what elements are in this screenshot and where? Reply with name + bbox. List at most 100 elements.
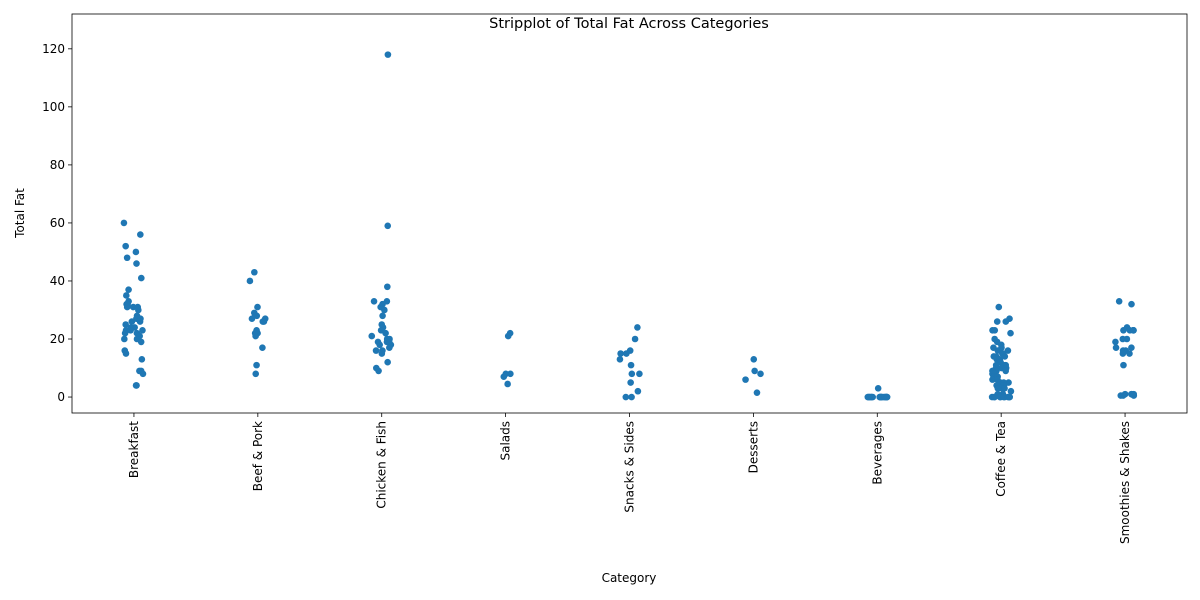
point bbox=[1115, 297, 1123, 305]
point bbox=[135, 306, 142, 314]
point bbox=[622, 393, 630, 401]
point bbox=[132, 382, 140, 389]
point bbox=[137, 274, 145, 282]
point bbox=[370, 297, 378, 305]
point bbox=[617, 350, 624, 357]
point bbox=[251, 268, 258, 276]
point bbox=[122, 321, 129, 328]
point bbox=[1119, 350, 1127, 357]
point bbox=[381, 306, 388, 314]
point bbox=[628, 370, 636, 378]
point bbox=[989, 376, 996, 383]
y-tick-label: 120 bbox=[42, 42, 65, 56]
point bbox=[248, 315, 256, 322]
x-tick-label: Snacks & Sides bbox=[623, 421, 637, 513]
point bbox=[384, 358, 391, 366]
point bbox=[376, 341, 383, 349]
point bbox=[252, 332, 259, 340]
point bbox=[139, 370, 147, 378]
x-tick-label: Desserts bbox=[746, 421, 760, 473]
point bbox=[1112, 344, 1120, 352]
x-tick-label: Smoothies & Shakes bbox=[1118, 421, 1132, 544]
point bbox=[253, 361, 260, 369]
point bbox=[252, 370, 260, 378]
point bbox=[868, 393, 875, 401]
point bbox=[137, 231, 144, 238]
x-tick-label: Chicken & Fish bbox=[375, 421, 389, 509]
point bbox=[1119, 392, 1127, 399]
point bbox=[1001, 353, 1009, 360]
point bbox=[1128, 344, 1135, 352]
point bbox=[1005, 393, 1013, 401]
point bbox=[634, 324, 641, 331]
point bbox=[1130, 326, 1137, 334]
point bbox=[378, 350, 386, 357]
point bbox=[742, 376, 749, 383]
x-axis-title: Category bbox=[602, 571, 657, 585]
point bbox=[132, 248, 140, 256]
y-tick-label: 80 bbox=[50, 158, 65, 172]
point bbox=[1120, 326, 1127, 334]
x-tick-label: Coffee & Tea bbox=[994, 421, 1008, 497]
point bbox=[259, 344, 266, 352]
point bbox=[384, 222, 392, 230]
y-axis-title: Total Fat bbox=[13, 188, 27, 239]
point bbox=[384, 51, 392, 58]
point bbox=[627, 379, 634, 386]
point bbox=[874, 385, 882, 392]
point bbox=[883, 393, 891, 401]
point bbox=[627, 361, 635, 369]
point bbox=[1007, 329, 1014, 337]
point bbox=[384, 283, 391, 291]
point bbox=[751, 367, 758, 375]
point bbox=[500, 373, 508, 381]
point bbox=[120, 219, 128, 227]
y-tick-label: 40 bbox=[50, 274, 65, 288]
point bbox=[993, 318, 1001, 325]
point bbox=[125, 286, 132, 293]
y-tick-label: 100 bbox=[42, 100, 65, 114]
point bbox=[753, 389, 761, 396]
point bbox=[386, 344, 393, 352]
point bbox=[1002, 318, 1010, 325]
point bbox=[991, 326, 999, 334]
point bbox=[504, 332, 512, 340]
point bbox=[1126, 350, 1133, 357]
point bbox=[1001, 385, 1008, 392]
point bbox=[133, 260, 140, 267]
point bbox=[636, 370, 643, 378]
point bbox=[123, 292, 130, 299]
point bbox=[1119, 335, 1127, 343]
y-tick-label: 0 bbox=[57, 390, 65, 404]
point bbox=[138, 356, 146, 363]
point bbox=[1130, 392, 1138, 399]
x-tick-label: Salads bbox=[499, 421, 513, 461]
point bbox=[122, 242, 129, 250]
point bbox=[128, 318, 136, 325]
point bbox=[127, 326, 134, 334]
x-tick-label: Breakfast bbox=[127, 421, 141, 478]
point bbox=[1120, 361, 1127, 369]
point bbox=[123, 303, 131, 311]
point bbox=[121, 329, 129, 337]
point bbox=[991, 393, 998, 401]
point bbox=[757, 370, 764, 378]
x-tick-label: Beverages bbox=[870, 421, 884, 485]
point bbox=[259, 318, 267, 325]
point bbox=[507, 370, 514, 378]
x-tick-label: Beef & Pork bbox=[251, 421, 265, 491]
point bbox=[375, 367, 382, 375]
point bbox=[246, 277, 254, 285]
point bbox=[136, 318, 144, 325]
point bbox=[628, 393, 635, 401]
point bbox=[139, 326, 146, 334]
point bbox=[121, 335, 128, 343]
point bbox=[382, 329, 389, 337]
point bbox=[254, 303, 261, 311]
point bbox=[1002, 367, 1010, 375]
point bbox=[1112, 338, 1119, 346]
point bbox=[1004, 347, 1012, 354]
point bbox=[1007, 387, 1015, 395]
